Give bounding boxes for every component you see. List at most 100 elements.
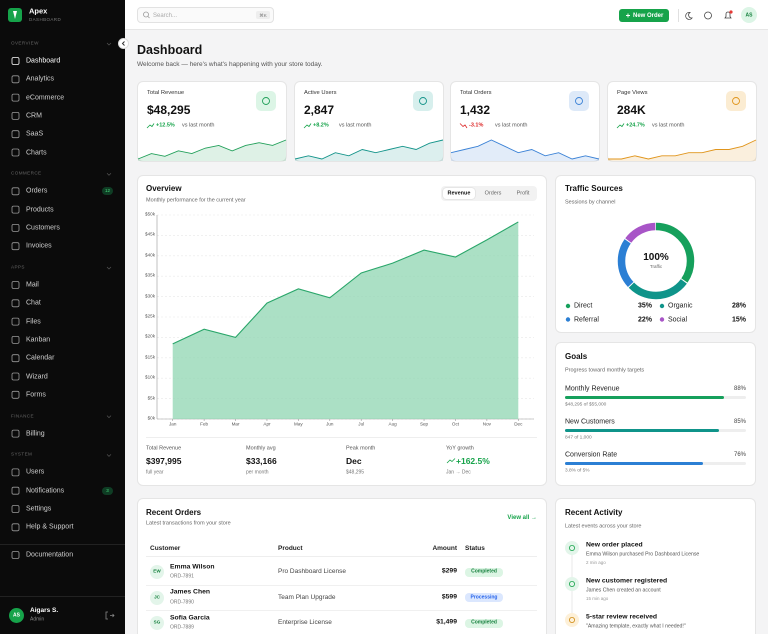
search-box[interactable] bbox=[137, 7, 274, 23]
nav-item[interactable]: CRM bbox=[26, 112, 42, 120]
goal-name: New Customers bbox=[565, 418, 615, 426]
nav-item[interactable]: Products bbox=[26, 206, 54, 214]
customer-initials: JC bbox=[154, 594, 160, 600]
y-tick-label: $0k bbox=[147, 415, 155, 421]
summary-note: full year bbox=[146, 469, 164, 476]
y-tick-label: $50k bbox=[145, 211, 155, 217]
tab[interactable]: Profit bbox=[516, 189, 530, 196]
nav-badge-text: 12 bbox=[104, 188, 111, 194]
page-subtitle: Welcome back — here's what's happening w… bbox=[137, 60, 323, 68]
section-chevron bbox=[106, 266, 112, 270]
summary-value: +162.5% bbox=[456, 455, 490, 466]
activity-title: New order placed bbox=[586, 541, 643, 549]
sparkline bbox=[608, 139, 757, 160]
nav-item[interactable]: Chat bbox=[26, 299, 41, 307]
nav-item[interactable]: Mail bbox=[26, 281, 39, 289]
nav-icon bbox=[11, 93, 20, 102]
avatar[interactable] bbox=[741, 7, 757, 23]
status: Processing bbox=[470, 594, 498, 600]
card-subtitle: Progress toward monthly targets bbox=[565, 367, 645, 374]
legend-value: 28% bbox=[731, 302, 746, 310]
nav-icon bbox=[11, 335, 20, 344]
trend-icon bbox=[146, 123, 155, 129]
brand-sub: DASHBOARD bbox=[29, 16, 62, 22]
tab[interactable]: Orders bbox=[484, 189, 502, 196]
nav-icon bbox=[11, 148, 20, 157]
nav-icon bbox=[11, 429, 20, 438]
new-order-label[interactable]: New Order bbox=[633, 12, 664, 19]
y-tick-label: $30k bbox=[145, 293, 155, 299]
goal-value: 85% bbox=[733, 419, 746, 425]
nav-icon bbox=[11, 468, 20, 477]
new-order-button[interactable] bbox=[619, 9, 669, 22]
plus-icon bbox=[626, 13, 630, 18]
nav-item[interactable]: Forms bbox=[26, 391, 46, 399]
summary-note: $48,295 bbox=[346, 469, 365, 476]
activity-icon bbox=[569, 581, 576, 588]
nav-item[interactable]: Billing bbox=[26, 430, 45, 438]
activity-detail: Emma Wilson purchased Pro Dashboard Lice… bbox=[586, 550, 700, 557]
nav-item[interactable]: Wizard bbox=[26, 373, 48, 380]
nav-item[interactable]: Users bbox=[26, 468, 45, 476]
goal-detail: 3.8% of 5% bbox=[565, 468, 590, 474]
notification-dot bbox=[729, 10, 733, 14]
activity-icon-bg bbox=[565, 613, 579, 627]
nav-item[interactable]: Help & Support bbox=[26, 523, 74, 531]
status-pill bbox=[465, 593, 503, 602]
status-pill bbox=[465, 567, 503, 577]
summary-label: Peak month bbox=[346, 444, 376, 451]
summary-value: $33,166 bbox=[246, 455, 277, 466]
nav-item[interactable]: Notifications bbox=[26, 487, 65, 495]
area-line bbox=[172, 221, 519, 345]
table-header: Status bbox=[465, 544, 485, 552]
user-role: Admin bbox=[30, 616, 45, 623]
nav-item[interactable]: Customers bbox=[26, 224, 60, 232]
card-subtitle: Sessions by channel bbox=[565, 199, 616, 206]
nav-icon bbox=[11, 523, 20, 532]
x-tick-label: Jan bbox=[168, 421, 177, 427]
shortcut: ⌘K bbox=[259, 12, 267, 18]
stat-value: 1,432 bbox=[460, 102, 491, 117]
nav-item[interactable]: Documentation bbox=[26, 551, 74, 559]
activity-title: New customer registered bbox=[586, 577, 668, 585]
trend-icon bbox=[446, 458, 456, 464]
customer-avatar bbox=[150, 565, 164, 579]
sparkline bbox=[137, 139, 287, 160]
tab[interactable]: Revenue bbox=[447, 189, 471, 196]
legend-dot bbox=[565, 303, 571, 309]
legend-label: Organic bbox=[668, 302, 693, 310]
collapse-button[interactable] bbox=[118, 38, 129, 49]
nav-item[interactable]: Charts bbox=[26, 149, 47, 156]
nav-item[interactable]: Dashboard bbox=[26, 57, 61, 65]
nav-item[interactable]: Kanban bbox=[26, 336, 51, 344]
nav-item[interactable]: SaaS bbox=[26, 130, 44, 138]
nav-item[interactable]: eCommerce bbox=[26, 94, 65, 102]
nav-item[interactable]: Analytics bbox=[26, 75, 55, 83]
nav-item[interactable]: Files bbox=[26, 318, 41, 326]
x-tick-label: Oct bbox=[451, 421, 460, 427]
product: Enterprise License bbox=[278, 618, 332, 626]
search-icon bbox=[147, 16, 150, 19]
nav-item[interactable]: Settings bbox=[26, 505, 52, 513]
summary-value: Dec bbox=[346, 455, 362, 466]
nav-item[interactable]: Calendar bbox=[26, 354, 55, 362]
nav-badge bbox=[102, 486, 113, 495]
customer-name: Emma Wilson bbox=[170, 563, 215, 571]
trend-icon bbox=[459, 123, 468, 129]
card-subtitle: Latest transactions from your store bbox=[146, 520, 231, 527]
view-all-link[interactable]: View all → bbox=[507, 515, 537, 521]
user-name: Aigars S. bbox=[30, 606, 59, 614]
stat-change: +12.5% bbox=[156, 121, 175, 128]
tab-active[interactable] bbox=[443, 188, 475, 199]
stat-icon bbox=[726, 91, 746, 111]
card-title: Traffic Sources bbox=[565, 184, 623, 193]
nav-badge bbox=[102, 187, 113, 196]
customer-name: Sofia Garcia bbox=[170, 614, 210, 622]
nav-item[interactable]: Invoices bbox=[26, 242, 52, 250]
goal-detail: 847 of 1,000 bbox=[565, 435, 592, 441]
sidebar-divider bbox=[0, 544, 125, 545]
legend-dot bbox=[659, 317, 665, 322]
x-tick-label: Mar bbox=[231, 421, 240, 427]
nav-item[interactable]: Orders bbox=[26, 187, 48, 195]
section-chevron bbox=[106, 454, 112, 457]
